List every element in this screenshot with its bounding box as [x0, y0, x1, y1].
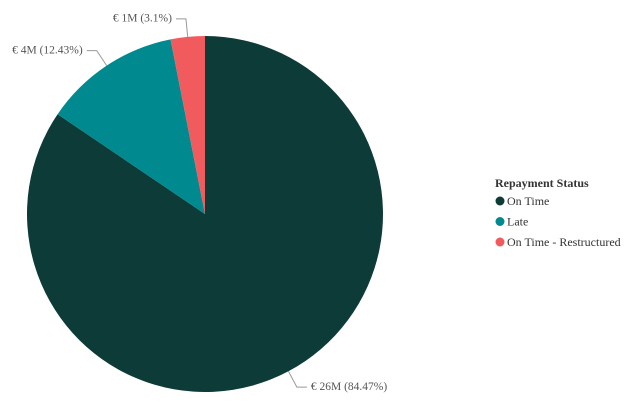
legend-label: Late — [507, 214, 528, 228]
pie-slice — [57, 39, 206, 214]
pie-slice — [170, 36, 205, 214]
legend-marker — [495, 196, 505, 206]
legend-label: On Time - Restructured — [507, 235, 621, 249]
leader-line — [287, 370, 307, 388]
legend-label: On Time — [507, 194, 549, 208]
legend-title: Repayment Status — [495, 176, 589, 190]
data-label: € 4M (12.43%) — [12, 44, 83, 56]
data-label: € 26M (84.47%) — [311, 381, 388, 393]
legend-marker — [495, 217, 505, 226]
pie-slice — [27, 36, 383, 393]
data-label: € 1M (3.1%) — [113, 13, 172, 25]
leader-line — [175, 18, 189, 37]
leader-line — [86, 50, 108, 66]
legend-marker — [495, 237, 505, 247]
